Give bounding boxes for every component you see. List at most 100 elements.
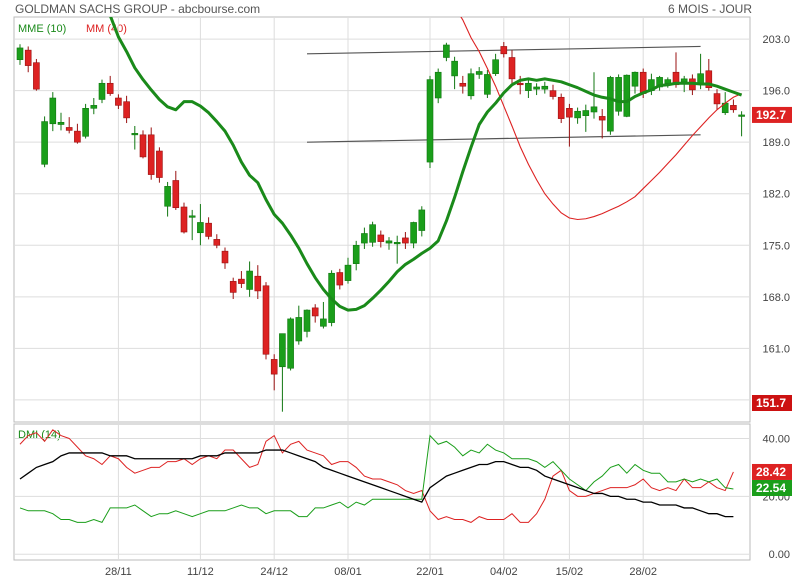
candle [352,240,360,271]
candle [557,93,565,124]
date-tick-label: 28/11 [105,566,132,578]
dmi-series [19,429,734,523]
price-gridlines [14,17,750,422]
candle-body [582,110,590,116]
candle-body [664,79,672,84]
candle [295,305,303,345]
period-label: 6 MOIS - JOUR [668,2,752,16]
candle-body [352,244,360,264]
candle [147,127,155,180]
candle [74,123,81,144]
candle-body [57,122,65,125]
candle [525,79,532,98]
candle-body [607,77,614,132]
channel-lower-line [306,134,701,143]
candle-body [320,318,327,327]
candle-body [385,240,393,244]
candle-body [402,237,409,244]
candle-body [549,90,557,97]
dmi-red-badge-label: 28.42 [756,465,786,479]
candle-body [623,74,631,117]
candle [484,70,491,98]
candle [172,170,180,210]
candle-body [705,70,713,88]
candle-body [377,234,385,242]
candle [500,42,508,58]
candle-body [598,116,606,121]
date-tick-label: 24/12 [260,566,288,578]
candle-body [106,82,114,94]
candle [320,301,327,329]
candle [139,130,147,159]
candle [262,282,270,360]
candle-body [533,86,540,90]
candle [213,234,221,249]
candle [156,147,163,183]
date-tick-label: 28/02 [629,566,657,578]
candle-body [574,110,581,119]
candle-body [590,106,598,113]
dmi-green-line [19,434,734,523]
candle [238,271,245,288]
candle-body [147,134,155,175]
candle-body [188,215,196,218]
last-price-badge-label: 192.7 [756,108,786,122]
candle-body [139,134,147,158]
price-tick-label: 161.0 [762,343,790,355]
candle [459,75,467,94]
candle [475,67,483,79]
candle-body [205,222,212,237]
candle [180,202,188,234]
price-tick-label: 168.0 [762,292,790,304]
dmi-black-line [19,449,734,518]
candle [221,247,229,269]
candle [426,75,434,168]
candle-body [525,82,532,91]
candle-body [246,270,253,290]
candle-body [336,272,344,286]
candle-body [566,108,573,118]
candle [188,209,196,241]
candle [738,111,745,137]
candle-body [434,71,442,99]
date-tick-label: 04/02 [490,566,518,578]
candle-body [115,97,122,106]
candle-body [65,127,73,131]
candle [279,333,286,412]
candle-body [156,150,163,178]
candle [730,99,737,113]
candle-body [41,121,48,165]
candle [402,232,409,249]
candle [377,230,385,248]
candle-body [123,101,130,119]
candle-body [311,307,319,317]
candle [106,75,114,96]
candle-body [451,60,458,77]
dmi-green-badge: 22.54 [752,480,792,496]
candle [541,81,549,94]
candle [303,309,311,338]
candle [16,44,24,65]
mm40-line [460,17,742,221]
candle-body [369,224,376,243]
candle-body [90,105,98,109]
candle-body [221,250,229,264]
value-badges: 192.7 151.7 28.42 22.54 [752,106,792,496]
candle [197,204,204,246]
candle [24,46,32,73]
candle [508,50,516,84]
candle [361,227,368,249]
low-price-badge: 151.7 [752,395,792,411]
price-panel-frame [13,16,751,423]
candle-body [393,242,401,245]
date-tick-label: 08/01 [334,566,362,578]
candle [566,103,573,147]
low-price-badge-box [752,395,792,411]
candle [311,304,319,323]
candle-body [500,46,508,55]
dmi-red-line [19,429,734,523]
candle [336,268,344,290]
candle [631,71,639,94]
